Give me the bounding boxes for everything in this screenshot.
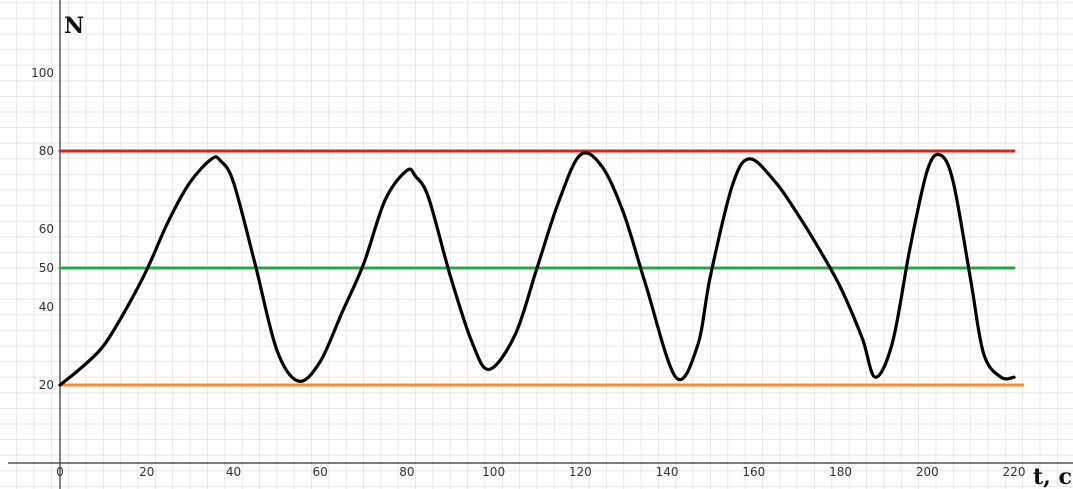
series-line-n	[58, 151, 1016, 387]
series-layer	[58, 149, 1025, 387]
y-tick-label: 80	[39, 144, 54, 158]
x-tick-label: 220	[1003, 465, 1026, 479]
x-tick-label: 160	[742, 465, 765, 479]
x-tick-label: 140	[656, 465, 679, 479]
y-tick-label: 50	[39, 261, 54, 275]
x-tick-label: 60	[313, 465, 328, 479]
x-tick-label: 80	[399, 465, 414, 479]
tick-labels: 0 20 40 60 80 100 120 140 160 180 200 220 20 40 50 60 80…	[31, 66, 1025, 479]
x-tick-label: 100	[482, 465, 505, 479]
x-tick-label: 120	[569, 465, 592, 479]
y-tick-label: 100	[31, 66, 54, 80]
axes	[8, 0, 1073, 489]
x-tick-label: 180	[829, 465, 852, 479]
y-axis-title: N	[64, 13, 84, 39]
x-axis-title: t, c	[1033, 464, 1072, 489]
y-tick-label: 60	[39, 222, 54, 236]
x-tick-label: 0	[56, 465, 64, 479]
y-tick-label: 20	[39, 378, 54, 392]
y-tick-label: 40	[39, 300, 54, 314]
x-tick-label: 200	[916, 465, 939, 479]
x-tick-label: 40	[226, 465, 241, 479]
x-tick-label: 20	[139, 465, 154, 479]
